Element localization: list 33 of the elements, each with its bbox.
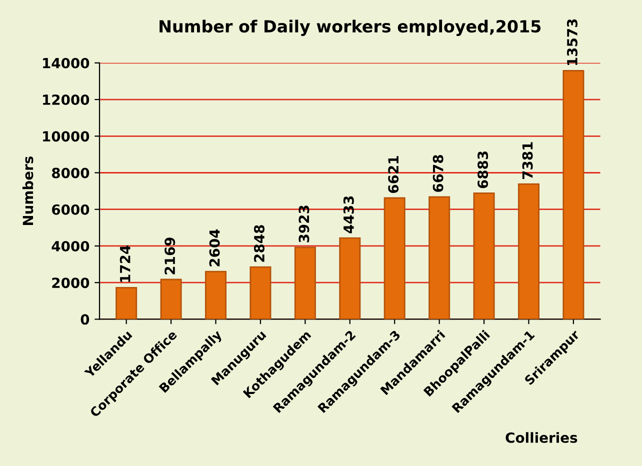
bar	[205, 270, 227, 320]
data-label: 6678	[432, 154, 444, 192]
x-axis-title: Collieries	[506, 432, 578, 443]
y-tick-label: 2000	[52, 278, 90, 288]
data-label: 2604	[209, 229, 220, 266]
y-tick-label: 14000	[43, 58, 90, 68]
bar	[339, 237, 361, 320]
data-label: 6883	[478, 151, 488, 188]
bar	[294, 246, 316, 320]
y-tick-label: 4000	[52, 240, 90, 252]
data-label: 2169	[164, 238, 176, 274]
bar	[160, 278, 182, 320]
data-label: 7381	[522, 142, 533, 179]
data-label: 13573	[566, 19, 578, 65]
bar	[116, 286, 138, 320]
bar	[518, 183, 540, 320]
bar	[250, 266, 272, 320]
bar	[428, 196, 450, 320]
bar	[384, 197, 406, 320]
chart-title: Number of Daily workers employed,2015	[160, 20, 541, 36]
y-tick-label: 6000	[52, 204, 90, 215]
data-label: 6621	[388, 156, 399, 193]
data-label: 1724	[120, 245, 130, 282]
y-tick-label: 12000	[43, 94, 90, 105]
y-tick-label: 0	[80, 314, 90, 325]
data-label: 4433	[343, 196, 354, 234]
data-label: 3923	[298, 206, 310, 242]
y-tick-label: 8000	[52, 168, 90, 178]
bar	[473, 192, 495, 320]
bar	[562, 70, 584, 320]
y-tick-label: 10000	[43, 131, 90, 142]
y-axis-title: Numbers	[22, 156, 34, 226]
data-label: 2848	[254, 225, 264, 262]
